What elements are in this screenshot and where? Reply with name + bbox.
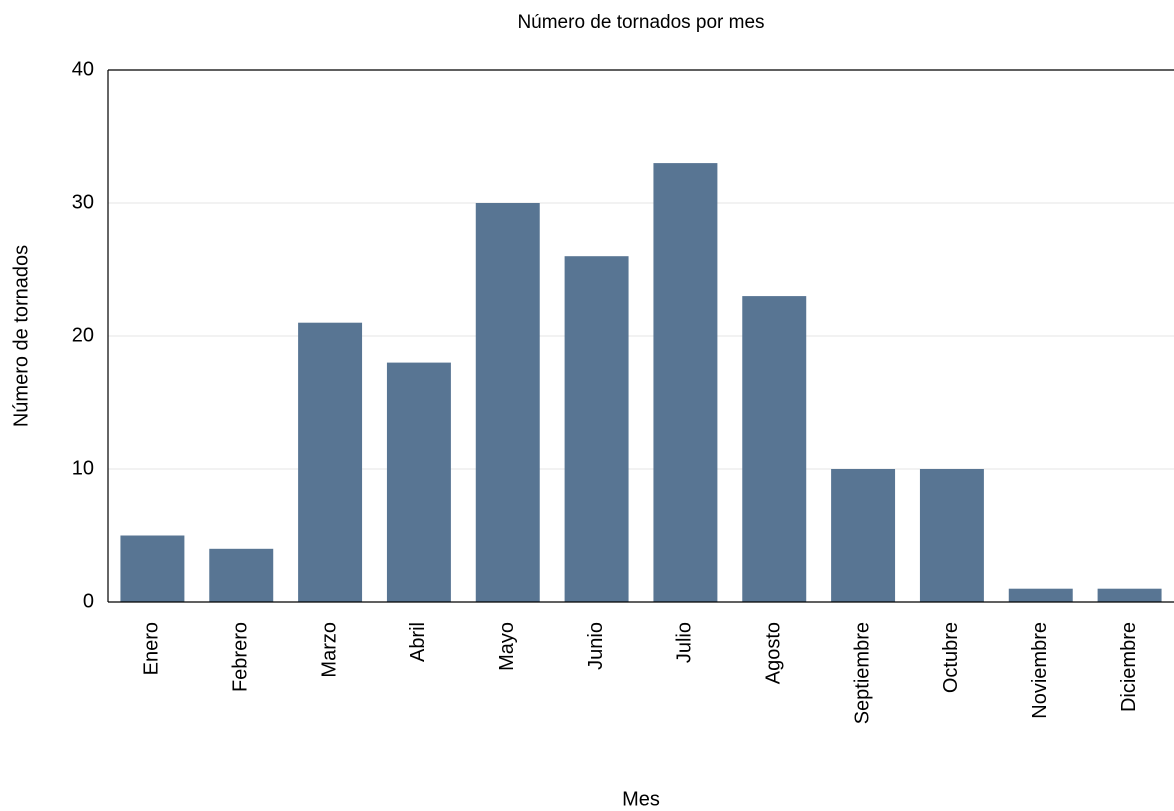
y-tick-label: 0 [83,590,94,612]
x-tick-label: Octubre [940,622,962,693]
bar [386,362,451,602]
x-tick-label: Abril [407,622,429,662]
x-tick-label: Noviembre [1029,622,1051,719]
x-tick-label: Julio [674,622,696,663]
bar [653,163,718,602]
bar [831,469,896,602]
x-tick-label: Enero [141,622,163,675]
y-tick-label: 10 [72,457,94,479]
y-tick-label: 40 [72,58,94,80]
x-tick-label: Diciembre [1118,622,1140,712]
y-tick-label: 20 [72,324,94,346]
x-tick-label: Mayo [496,622,518,671]
bar [475,203,540,602]
x-tick-label: Septiembre [851,622,873,724]
bar [209,548,274,602]
x-tick-label: Junio [585,622,607,670]
bar [1097,588,1162,602]
bar [919,469,984,602]
bar [564,256,629,602]
x-tick-label: Agosto [763,622,785,684]
y-axis-label: Número de tornados [10,245,32,427]
x-axis-label: Mes [622,788,660,810]
bar [742,296,807,602]
chart-title: Número de tornados por mes [517,12,764,33]
x-tick-label: Febrero [230,622,252,692]
bar [120,535,185,602]
bar [298,322,363,602]
y-tick-label: 30 [72,191,94,213]
bar [1008,588,1073,602]
x-tick-label: Marzo [318,622,340,678]
